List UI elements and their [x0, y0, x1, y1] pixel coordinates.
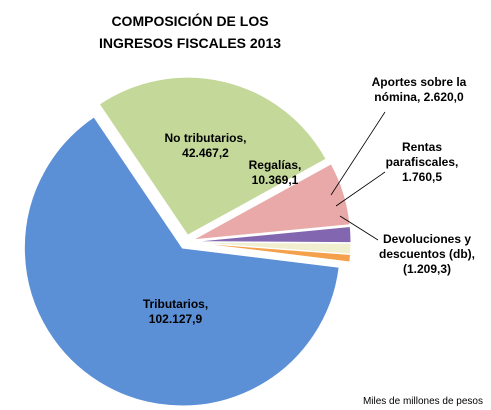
value-label: 2.620,0: [423, 90, 464, 104]
value-label: 102.127,9: [148, 312, 203, 326]
pie-slice: [192, 242, 352, 263]
pie-slice: [192, 225, 352, 244]
category-label: Tributarios,: [142, 297, 209, 311]
category-label: Rentas parafiscales,: [385, 140, 459, 169]
value-label: 42.467,2: [182, 146, 229, 160]
leader-line: [330, 111, 386, 196]
slice-label: Aportes sobre la nómina, 2.620,0: [360, 75, 478, 105]
slice-label: Regalías, 10.369,1: [234, 158, 316, 188]
leader-line: [335, 171, 386, 207]
slice-label: Rentas parafiscales, 1.760,5: [378, 140, 466, 185]
chart-title: COMPOSICIÓN DE LOS INGRESOS FISCALES 201…: [98, 13, 282, 51]
leader-line: [339, 215, 379, 241]
category-label: Regalías,: [248, 158, 302, 172]
value-label: 1.760,5: [401, 170, 443, 184]
pie-slice: [23, 116, 340, 407]
category-label: No tributarios,: [164, 131, 247, 145]
value-label: (1.209,3): [402, 262, 452, 276]
pie-slice: [98, 76, 327, 236]
slice-label: No tributarios, 42.467,2: [148, 131, 263, 161]
category-label: Devoluciones y descuentos (db),: [378, 232, 475, 261]
category-label: Aportes sobre la nómina,: [371, 75, 467, 104]
slice-label: Devoluciones y descuentos (db), (1.209,3…: [368, 232, 486, 277]
slice-label: Tributarios, 102.127,9: [118, 297, 233, 327]
pie-slice: [192, 163, 351, 241]
note: Miles de millones de pesos: [362, 396, 483, 407]
value-label: 10.369,1: [251, 173, 299, 187]
